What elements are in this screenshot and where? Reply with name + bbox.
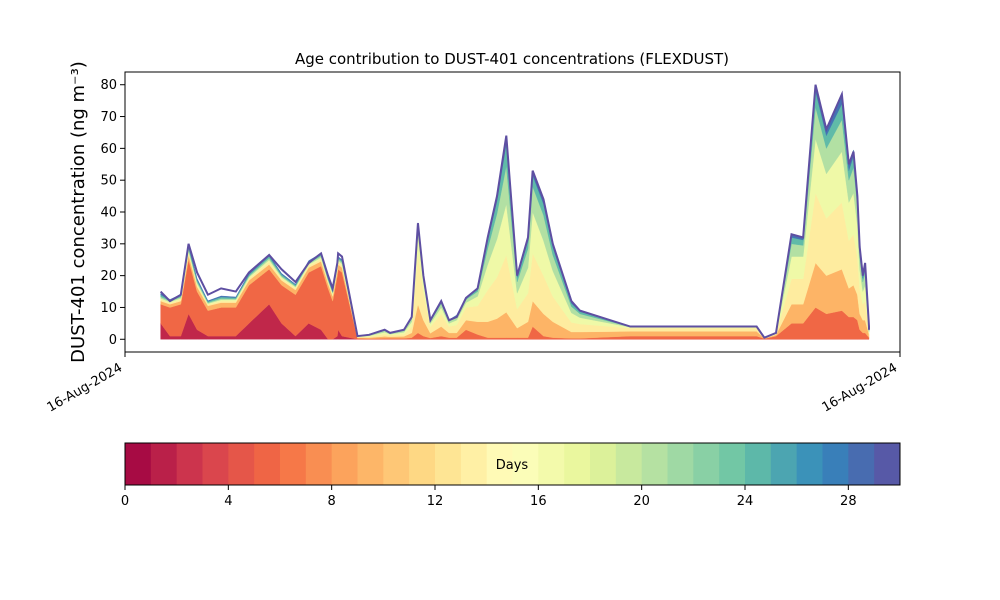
colorbar-segment	[693, 443, 720, 485]
colorbar-segment	[486, 443, 513, 485]
colorbar-tick-label: 24	[737, 494, 754, 509]
x-axis: 16-Aug-2024 16-Aug-2024	[45, 352, 901, 416]
colorbar-segment	[357, 443, 384, 485]
plot-area	[159, 84, 870, 340]
colorbar-segment	[615, 443, 643, 485]
colorbar-tick-label: 0	[121, 494, 129, 509]
y-axis-label: DUST-401 concentration (ng m⁻³)	[68, 61, 89, 363]
total-envelope-line	[159, 84, 870, 339]
colorbar-segment	[176, 443, 203, 485]
y-tick-label: 0	[109, 333, 117, 348]
colorbar-tick-label: 28	[840, 494, 857, 509]
colorbar-label: Days	[496, 458, 529, 473]
x-tick-label: 16-Aug-2024	[45, 360, 125, 415]
colorbar-segment	[150, 443, 178, 485]
colorbar-segment	[538, 443, 565, 485]
y-tick-label: 10	[100, 301, 117, 316]
y-tick-label: 40	[100, 206, 117, 221]
y-axis: 0 10 20 30 40 50 60 70 80	[100, 78, 125, 348]
colorbar-segment	[564, 443, 591, 485]
colorbar-tick-label: 20	[633, 494, 650, 509]
colorbar-tick-label: 12	[427, 494, 444, 509]
colorbar-segment	[770, 443, 798, 485]
chart-title: Age contribution to DUST-401 concentrati…	[295, 50, 729, 68]
colorbar-segment	[848, 443, 875, 485]
y-tick-label: 50	[100, 174, 117, 189]
y-tick-label: 80	[100, 78, 117, 93]
y-tick-label: 60	[100, 142, 117, 157]
x-tick-label: 16-Aug-2024	[820, 360, 900, 415]
colorbar-segment	[874, 443, 901, 485]
colorbar-segment	[228, 443, 255, 485]
colorbar-segment	[254, 443, 281, 485]
colorbar-segment	[383, 443, 410, 485]
colorbar-segment	[460, 443, 488, 485]
colorbar-tick-label: 4	[224, 494, 232, 509]
colorbar-tick-label: 8	[328, 494, 336, 509]
colorbar-frame	[124, 442, 901, 486]
colorbar-segment	[745, 443, 772, 485]
colorbar-segment	[590, 443, 617, 485]
colorbar-segment	[409, 443, 436, 485]
y-tick-label: 70	[100, 110, 117, 125]
colorbar-segment	[202, 443, 229, 485]
colorbar: 0 4 8 12 16 20 24 28	[121, 442, 901, 509]
colorbar-segment	[719, 443, 746, 485]
colorbar-segment	[280, 443, 307, 485]
colorbar-segment	[822, 443, 849, 485]
colorbar-segment	[331, 443, 358, 485]
colorbar-segment	[305, 443, 333, 485]
colorbar-segment	[125, 443, 152, 485]
y-tick-label: 20	[100, 269, 117, 284]
colorbar-segment	[667, 443, 694, 485]
colorbar-tick-label: 16	[530, 494, 547, 509]
colorbar-segment	[796, 443, 823, 485]
colorbar-segment	[641, 443, 668, 485]
colorbar-segment	[512, 443, 539, 485]
colorbar-segment	[435, 443, 462, 485]
y-tick-label: 30	[100, 237, 117, 252]
